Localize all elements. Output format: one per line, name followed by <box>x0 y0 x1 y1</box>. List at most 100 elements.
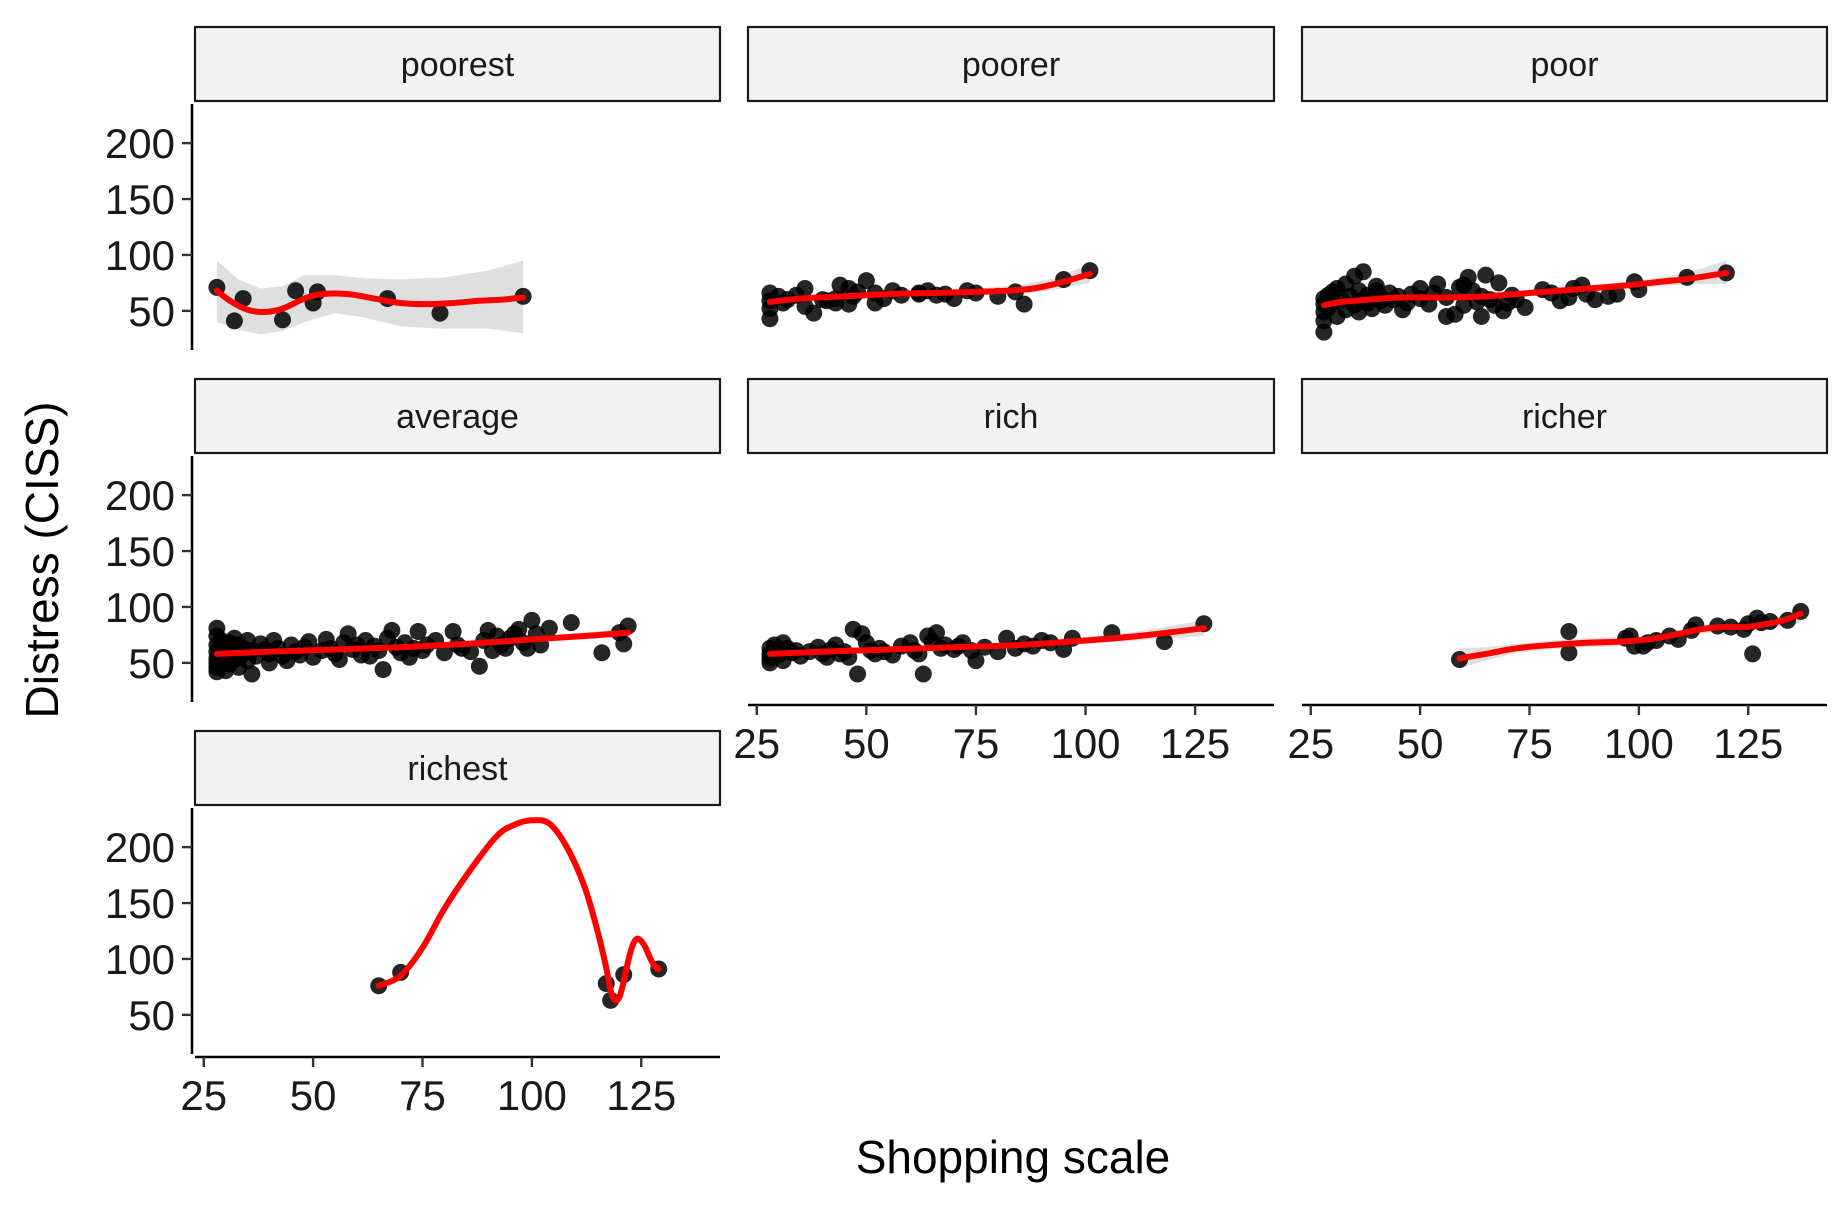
facet-strip-label: poorer <box>962 46 1060 84</box>
panel-content <box>1451 602 1810 669</box>
facet-panel-rich: rich 25 50 75 100 125 <box>733 377 1276 767</box>
facet-strip <box>193 377 722 455</box>
facet-panel-poorest: poorest 50 100 150 200 <box>105 25 722 350</box>
data-point <box>796 280 814 297</box>
facet-strip <box>1300 377 1829 455</box>
data-point <box>1459 268 1477 286</box>
x-tick-label: 50 <box>843 720 890 767</box>
panel-content <box>1315 260 1735 341</box>
y-tick-label: 150 <box>105 176 175 223</box>
data-point <box>300 633 318 651</box>
facet-strip-label: poorest <box>401 46 515 84</box>
data-point <box>374 661 392 679</box>
facet-strip <box>746 25 1276 103</box>
x-tick-label: 100 <box>497 1072 567 1119</box>
y-tick-label: 100 <box>105 936 175 983</box>
smooth-line <box>213 287 527 316</box>
data-point <box>444 623 462 641</box>
y-tick-label: 150 <box>105 528 175 575</box>
y-tick-label: 50 <box>128 640 175 687</box>
data-point <box>967 652 985 670</box>
data-point <box>1411 280 1429 297</box>
facet-strip-label: richer <box>1522 398 1607 436</box>
x-tick-label: 25 <box>1287 720 1334 767</box>
facet-strip <box>193 25 722 103</box>
data-point <box>1490 274 1508 292</box>
data-point <box>540 619 558 637</box>
facet-panel-average: average 50 100 150 200 <box>105 377 722 702</box>
panel-content <box>761 615 1213 683</box>
smooth-line <box>1320 269 1730 309</box>
y-tick-label: 150 <box>105 880 175 927</box>
x-axis-title: Shopping scale <box>856 1131 1171 1183</box>
data-point <box>435 644 453 662</box>
y-tick-label: 200 <box>105 824 175 871</box>
data-point <box>1354 263 1372 281</box>
x-tick-label: 75 <box>399 1072 446 1119</box>
data-point <box>225 312 243 330</box>
data-point <box>615 635 633 653</box>
data-point <box>431 304 449 322</box>
y-tick-label: 100 <box>105 232 175 279</box>
x-tick-label: 25 <box>180 1072 227 1119</box>
data-point <box>274 311 291 329</box>
data-point <box>523 611 541 629</box>
data-point <box>1315 323 1333 341</box>
data-point <box>1744 645 1762 663</box>
smooth-line <box>375 817 662 1004</box>
facet-panels: poorest 50 100 150 200 poorer poor average 50 100… <box>105 25 1829 1119</box>
data-point <box>562 614 580 632</box>
y-tick-label: 200 <box>105 120 175 167</box>
x-tick-label: 75 <box>953 720 1000 767</box>
data-point <box>1608 285 1626 303</box>
smooth-line <box>213 629 632 657</box>
data-point <box>330 651 348 669</box>
x-tick-label: 50 <box>290 1072 337 1119</box>
y-tick-label: 50 <box>128 288 175 335</box>
y-axis-title: Distress (CISS) <box>16 402 68 719</box>
x-tick-label: 125 <box>1713 720 1783 767</box>
facet-strip-label: poor <box>1530 46 1598 84</box>
data-point <box>805 304 823 322</box>
y-tick-label: 100 <box>105 584 175 631</box>
facet-strip <box>193 729 722 807</box>
data-point <box>914 665 932 683</box>
data-point <box>1477 266 1495 284</box>
facet-strip-label: average <box>396 398 519 436</box>
facet-strip <box>746 377 1276 455</box>
data-point <box>519 639 536 657</box>
y-tick-label: 50 <box>128 992 175 1039</box>
facet-strip-label: rich <box>984 398 1039 436</box>
data-point <box>409 623 427 641</box>
data-point <box>927 624 945 642</box>
facet-strip-label: richest <box>407 750 508 788</box>
x-tick-label: 100 <box>1604 720 1674 767</box>
data-point <box>857 272 875 290</box>
x-tick-label: 25 <box>733 720 780 767</box>
facet-panel-poorer: poorer <box>746 25 1276 328</box>
data-point <box>470 657 488 675</box>
data-point <box>761 310 779 328</box>
panel-content <box>208 260 532 335</box>
data-point <box>287 282 305 300</box>
x-tick-label: 50 <box>1397 720 1444 767</box>
data-point <box>1429 275 1447 293</box>
data-point <box>1586 291 1604 309</box>
data-point <box>1516 299 1534 317</box>
y-tick-label: 200 <box>105 472 175 519</box>
facet-strip <box>1300 25 1829 103</box>
data-point <box>593 644 611 662</box>
data-point <box>1560 644 1578 662</box>
x-tick-label: 75 <box>1506 720 1553 767</box>
data-point <box>1155 633 1173 651</box>
data-point <box>510 620 528 638</box>
data-point <box>383 621 401 639</box>
data-point <box>1560 623 1578 641</box>
data-point <box>243 665 261 683</box>
data-point <box>1015 295 1033 313</box>
smooth-line <box>766 625 1207 657</box>
x-tick-label: 125 <box>1160 720 1230 767</box>
panel-content <box>761 262 1099 328</box>
